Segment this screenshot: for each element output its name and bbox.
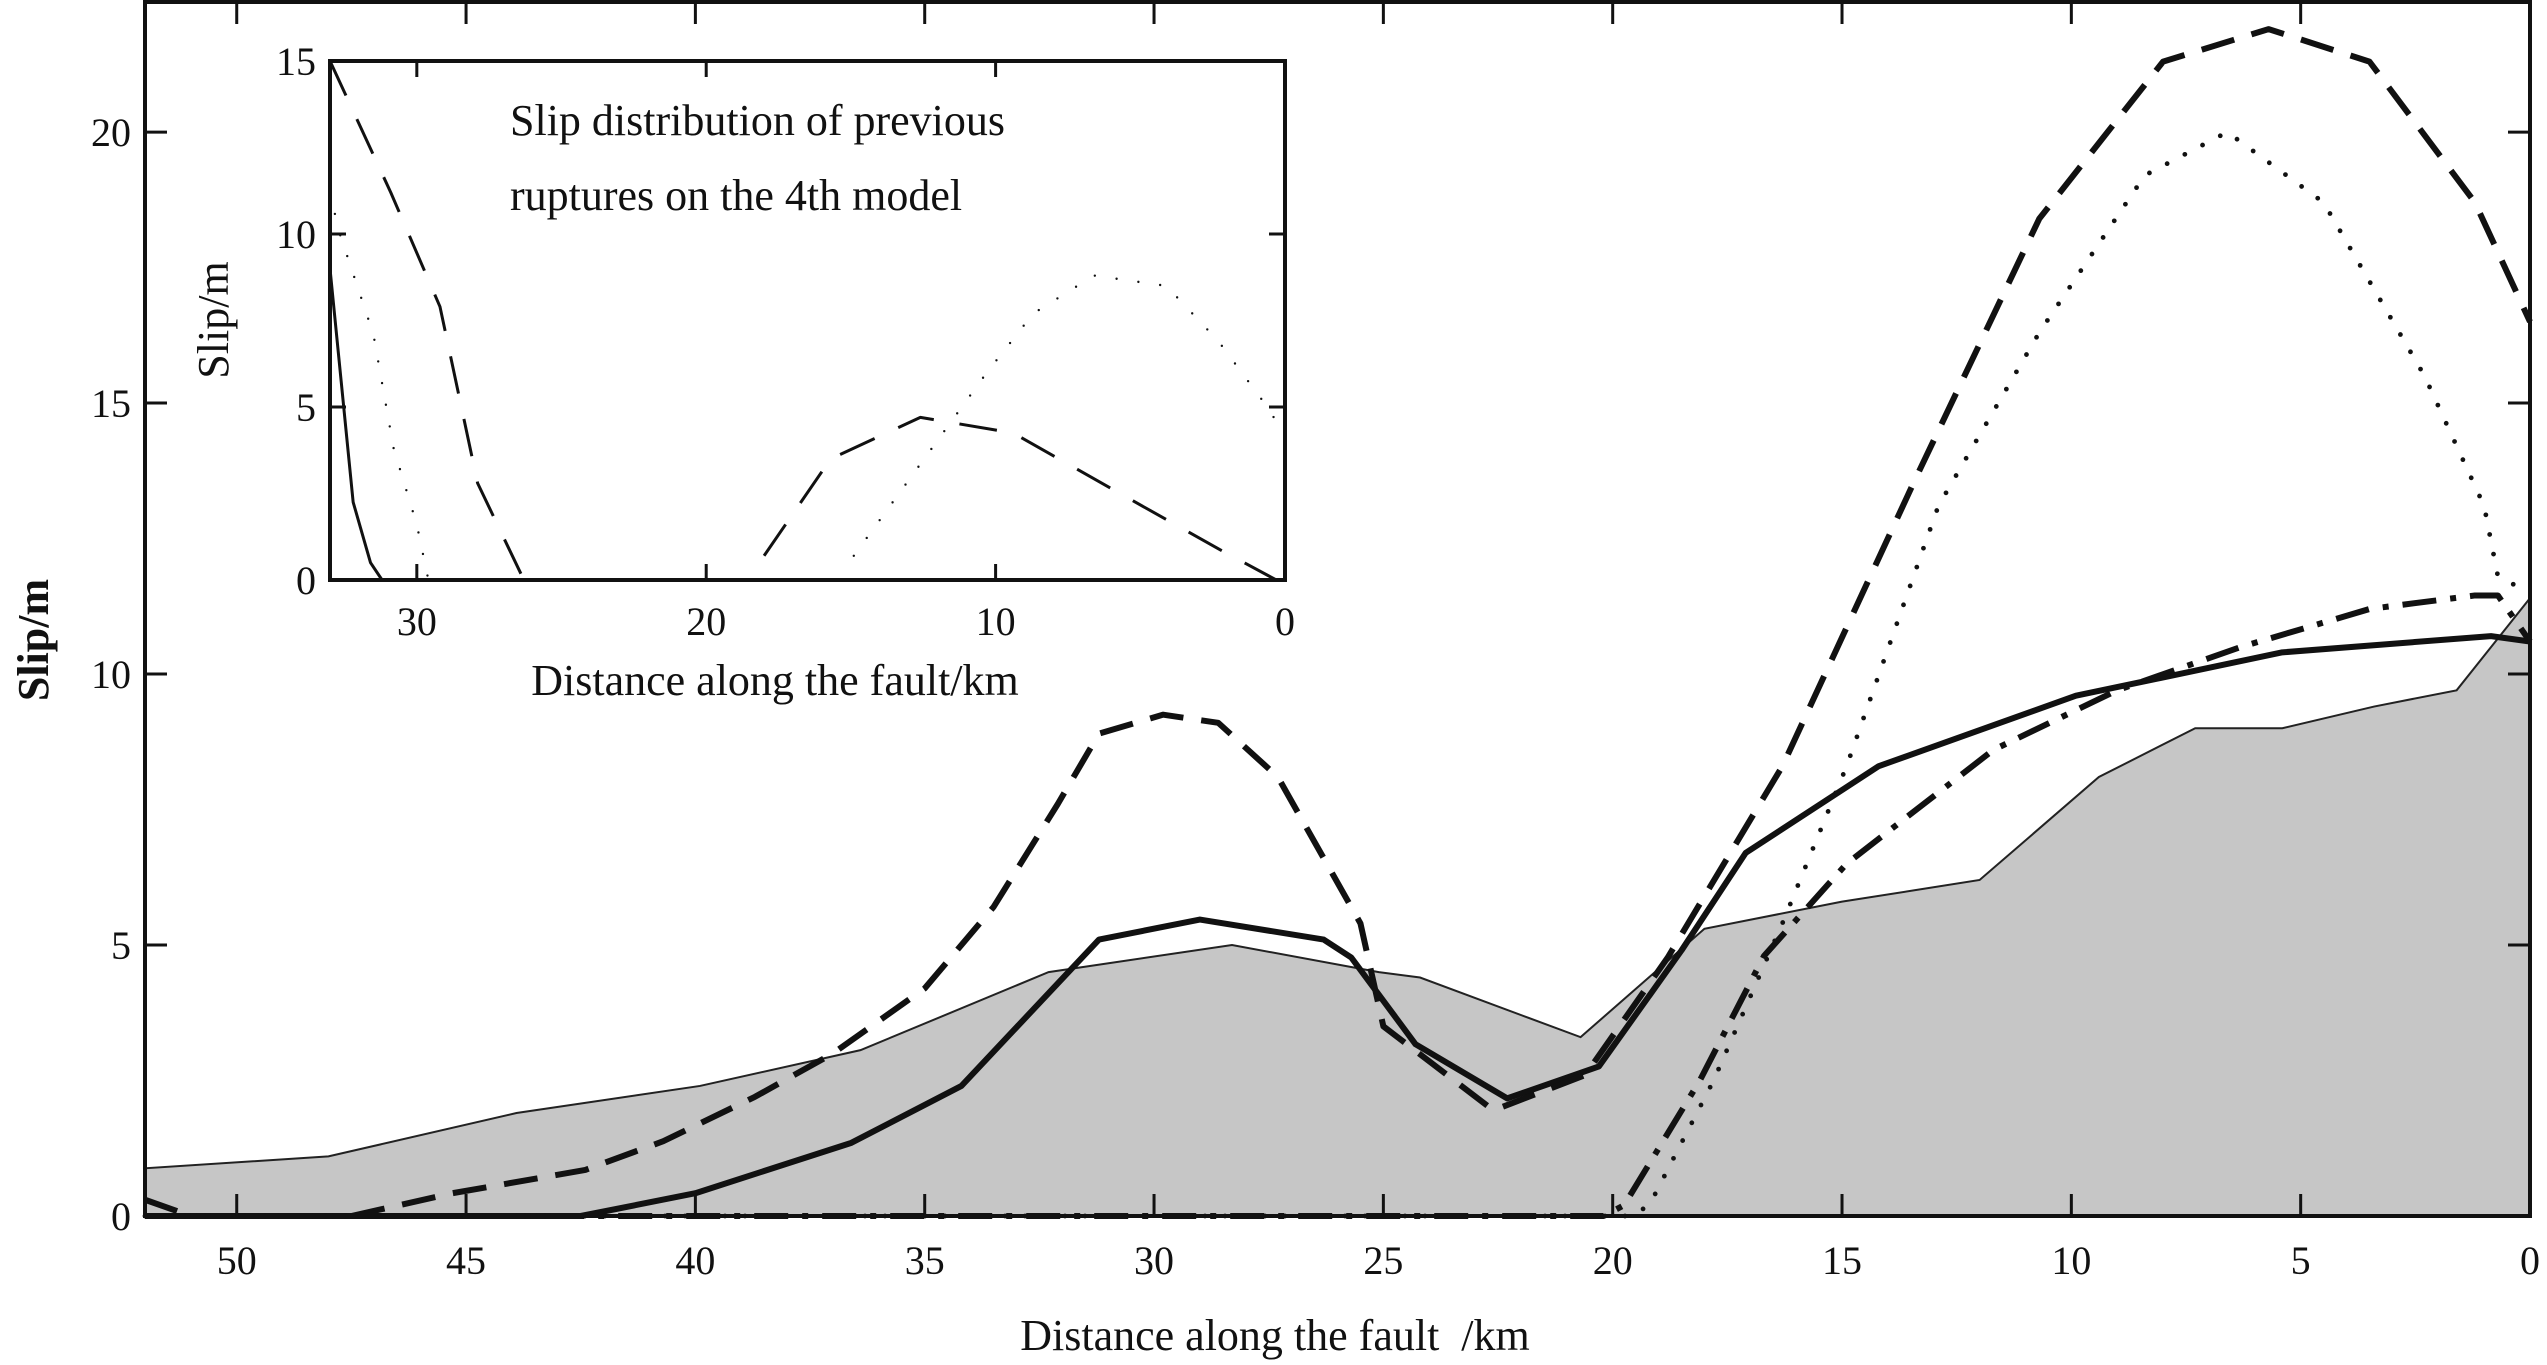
main-x-tick-label: 10 <box>2051 1238 2091 1283</box>
inset-series-solid-0 <box>328 268 384 581</box>
inset-x-tick-label: 30 <box>397 599 437 644</box>
inset-series-dashed-3 <box>762 415 1278 582</box>
inset-series-dashed-2 <box>328 60 526 581</box>
main-y-tick-label: 10 <box>91 652 131 697</box>
main-series-solid-0 <box>145 633 2531 1219</box>
main-y-tick-label: 0 <box>111 1194 131 1239</box>
inset-plot: 30 20 10 0 0 5 10 15 <box>276 39 1295 644</box>
inset-annotation-line-1: Slip distribution of previous <box>510 96 1005 145</box>
main-x-tick-label: 20 <box>1593 1238 1633 1283</box>
main-x-tick-label: 25 <box>1363 1238 1403 1283</box>
inset-x-tick-label: 10 <box>976 599 1016 644</box>
main-axes-frame <box>143 0 2532 1218</box>
main-y-tick-label: 5 <box>111 923 131 968</box>
main-series-dashdot-3 <box>143 592 2533 1219</box>
inset-y-tick-label: 5 <box>296 385 316 430</box>
inset-series-dotted-4 <box>852 274 1287 557</box>
inset-y-axis-label: Slip/m <box>189 261 238 378</box>
main-x-tick-label: 0 <box>2520 1238 2540 1283</box>
inset-y-tick-label: 0 <box>296 558 316 603</box>
main-x-tick-label: 5 <box>2291 1238 2311 1283</box>
main-x-tick-label: 50 <box>217 1238 257 1283</box>
main-x-tick-label: 45 <box>446 1238 486 1283</box>
inset-x-tick-label: 0 <box>1275 599 1295 644</box>
inset-x-axis-label: Distance along the fault/km <box>531 656 1019 705</box>
inset-annotation-line-2: ruptures on the 4th model <box>510 171 962 220</box>
main-x-tick-label: 35 <box>905 1238 945 1283</box>
main-y-tick-label: 15 <box>91 381 131 426</box>
inset-y-tick-label: 10 <box>276 212 316 257</box>
main-x-axis-label: Distance along the fault /km <box>1020 1311 1530 1360</box>
main-x-tick-label: 40 <box>675 1238 715 1283</box>
inset-y-tick-label: 15 <box>276 39 316 84</box>
main-x-tick-label: 30 <box>1134 1238 1174 1283</box>
main-y-tick-label: 20 <box>91 110 131 155</box>
inset-axes-frame <box>328 59 1287 582</box>
main-y-axis-label: Slip/m <box>9 579 58 701</box>
inset-x-tick-label: 20 <box>686 599 726 644</box>
main-shaded-area <box>144 595 2531 1217</box>
main-x-tick-label: 15 <box>1822 1238 1862 1283</box>
